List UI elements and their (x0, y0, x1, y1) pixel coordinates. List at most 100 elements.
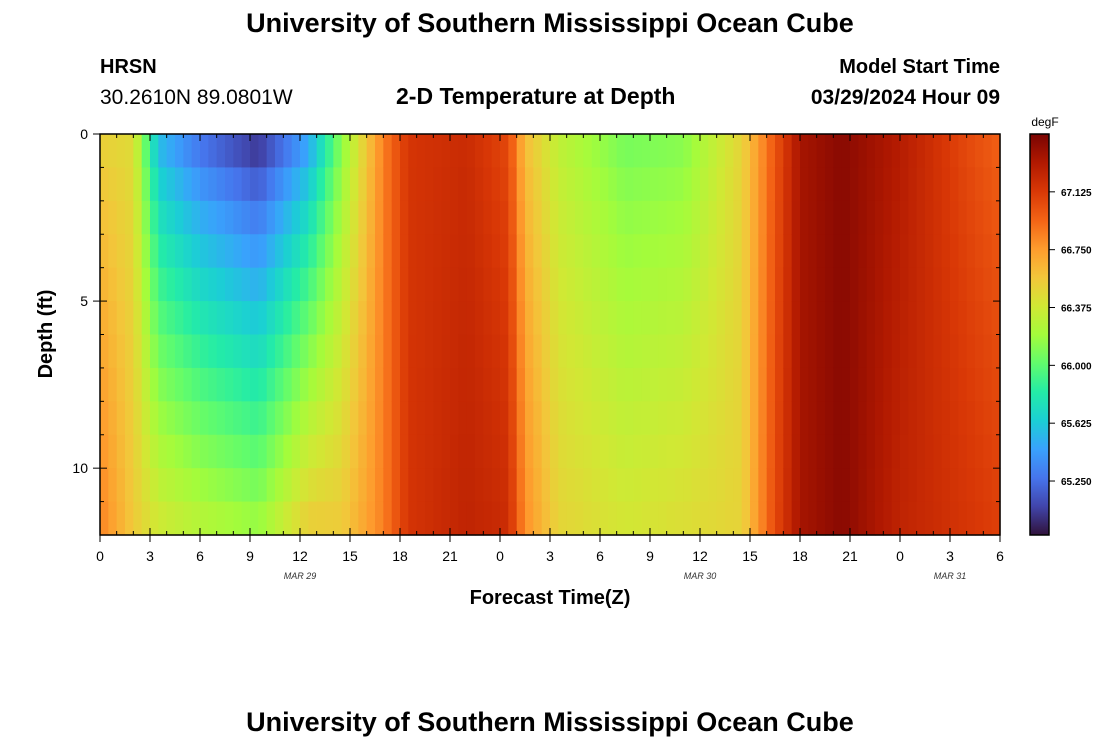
heatmap-cell (758, 234, 768, 269)
heatmap-cell (958, 301, 968, 336)
heatmap-cell (900, 401, 909, 436)
heatmap-cell (266, 234, 276, 269)
heatmap-cell (350, 401, 359, 436)
heatmap-cell (725, 367, 734, 402)
heatmap-cell (608, 301, 618, 336)
heatmap-cell (233, 301, 243, 336)
heatmap-cell (241, 267, 251, 302)
colorbar-tick-label: 66.375 (1061, 304, 1092, 315)
heatmap-cell (541, 134, 551, 169)
heatmap-cell (575, 167, 584, 202)
heatmap-cell (116, 134, 126, 169)
heatmap-cell (116, 334, 126, 369)
heatmap-cell (650, 468, 659, 503)
heatmap-cell (808, 200, 818, 235)
heatmap-cell (725, 167, 734, 202)
heatmap-cell (183, 234, 193, 269)
heatmap-cell (900, 200, 909, 235)
heatmap-cell (125, 367, 134, 402)
heatmap-cell (100, 134, 109, 169)
heatmap-cell (166, 401, 176, 436)
heatmap-cell (666, 334, 676, 369)
heatmap-cell (150, 267, 159, 302)
heatmap-cell (675, 367, 684, 402)
heatmap-cell (450, 200, 459, 235)
heatmap-cell (566, 367, 576, 402)
heatmap-cell (225, 401, 234, 436)
heatmap-cell (608, 167, 618, 202)
heatmap-cell (891, 134, 901, 169)
heatmap-cell (816, 234, 826, 269)
heatmap-cell (225, 167, 234, 202)
heatmap-cell (691, 501, 701, 536)
heatmap-cell (591, 234, 601, 269)
heatmap-cell (650, 134, 659, 169)
heatmap-cell (633, 267, 643, 302)
heatmap-cell (341, 434, 351, 469)
heatmap-cell (766, 401, 776, 436)
heatmap-cell (700, 234, 709, 269)
heatmap-cell (941, 267, 951, 302)
heatmap-cell (641, 334, 651, 369)
heatmap-cell (591, 301, 601, 336)
heatmap-cell (975, 234, 984, 269)
heatmap-cell (983, 501, 993, 536)
heatmap-cell (275, 234, 284, 269)
heatmap-cell (666, 134, 676, 169)
heatmap-cell (916, 234, 926, 269)
heatmap-cell (350, 301, 359, 336)
heatmap-cell (883, 200, 893, 235)
heatmap-cell (208, 267, 218, 302)
heatmap-cell (391, 367, 401, 402)
heatmap-cell (925, 234, 934, 269)
heatmap-cell (491, 301, 501, 336)
heatmap-cell (233, 334, 243, 369)
heatmap-cell (900, 234, 909, 269)
heatmap-cell (383, 468, 393, 503)
heatmap-cell (941, 200, 951, 235)
heatmap-cell (483, 434, 493, 469)
heatmap-cell (858, 501, 868, 536)
heatmap-cell (908, 167, 918, 202)
heatmap-cell (875, 200, 884, 235)
heatmap-cell (233, 501, 243, 536)
heatmap-cell (300, 468, 309, 503)
heatmap-cell (300, 134, 309, 169)
heatmap-cell (991, 234, 1001, 269)
colorbar-tick-label: 67.125 (1061, 188, 1092, 199)
heatmap-cell (316, 367, 326, 402)
heatmap-cell (400, 367, 409, 402)
heatmap-cell (400, 468, 409, 503)
x-tick-label: 15 (342, 548, 358, 564)
heatmap-cell (350, 367, 359, 402)
heatmap-cell (425, 167, 434, 202)
heatmap-cell (516, 301, 526, 336)
heatmap-cell (558, 200, 568, 235)
heatmap-cell (641, 234, 651, 269)
heatmap-cell (983, 434, 993, 469)
heatmap-cell (500, 434, 509, 469)
heatmap-cell (200, 367, 209, 402)
heatmap-cell (208, 334, 218, 369)
heatmap-cell (491, 167, 501, 202)
heatmap-cell (950, 367, 959, 402)
heatmap-cell (941, 234, 951, 269)
heatmap-cell (700, 367, 709, 402)
heatmap-cell (408, 401, 418, 436)
heatmap-cell (691, 134, 701, 169)
heatmap-cell (808, 134, 818, 169)
heatmap-cell (300, 234, 309, 269)
heatmap-cell (308, 401, 318, 436)
heatmap-cell (641, 200, 651, 235)
heatmap-cell (391, 434, 401, 469)
heatmap-cell (600, 367, 609, 402)
heatmap-cell (416, 267, 426, 302)
heatmap-cell (208, 200, 218, 235)
heatmap-cell (466, 434, 476, 469)
heatmap-cell (108, 167, 118, 202)
heatmap-cell (116, 468, 126, 503)
heatmap-cell (141, 434, 151, 469)
heatmap-cell (783, 367, 793, 402)
heatmap-cell (250, 501, 259, 536)
heatmap-cell (991, 267, 1001, 302)
